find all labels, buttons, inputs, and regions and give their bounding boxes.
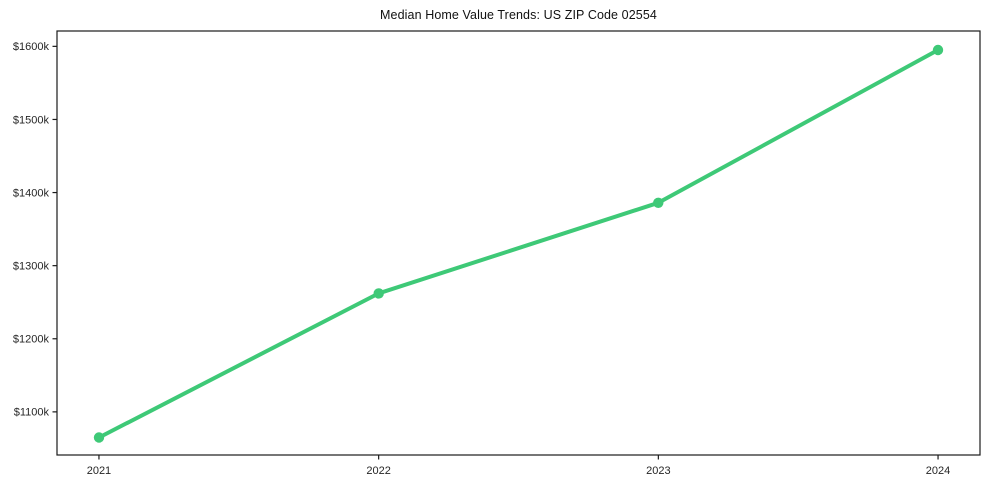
x-tick-label: 2022	[366, 465, 390, 477]
trend-line	[97, 48, 940, 440]
x-tick-label: 2024	[926, 465, 950, 477]
plot-border	[56, 30, 981, 456]
data-point-marker	[93, 432, 105, 443]
y-tick-label: $1500k	[13, 114, 50, 126]
data-point-marker	[932, 44, 944, 56]
y-tick-label: $1100k	[14, 407, 50, 419]
x-tick-label: 2023	[646, 465, 670, 477]
y-tick-label: $1200k	[13, 334, 50, 346]
data-point-marker	[653, 197, 664, 208]
x-tick-label: 2021	[87, 465, 111, 477]
y-tick-label: $1300k	[13, 260, 50, 272]
chart-title: Median Home Value Trends: US ZIP Code 02…	[380, 8, 657, 22]
y-tick-label: $1400k	[13, 187, 50, 199]
data-point-marker	[373, 288, 384, 299]
y-tick-label: $1600k	[13, 41, 50, 53]
